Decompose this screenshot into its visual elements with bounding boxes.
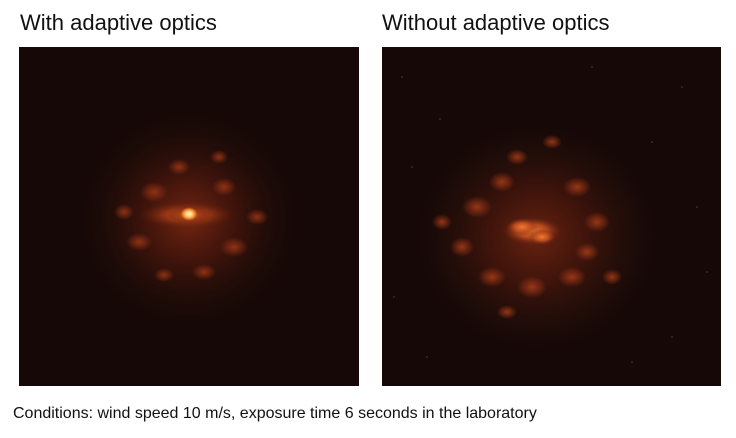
blurred-star-image	[382, 47, 721, 386]
with-adaptive-optics-image	[19, 47, 359, 386]
right-panel-title: Without adaptive optics	[382, 10, 610, 35]
without-adaptive-optics-image	[382, 47, 721, 386]
sharp-star-image	[19, 47, 359, 386]
conditions-caption: Conditions: wind speed 10 m/s, exposure …	[13, 405, 537, 422]
left-panel-title: With adaptive optics	[20, 10, 217, 35]
